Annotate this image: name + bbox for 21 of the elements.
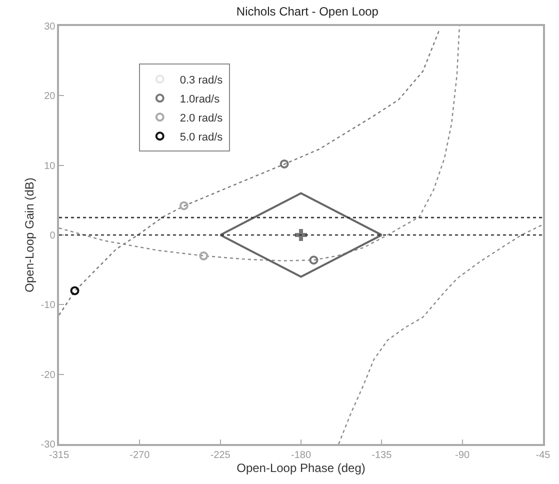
chart-title: Nichols Chart - Open Loop [236,4,379,19]
y-tick-label: -30 [40,440,56,450]
x-tick-label: -135 [372,450,392,461]
x-tick-label: -90 [455,450,470,461]
legend-label: 2.0 rad/s [180,112,224,124]
legend-label: 1.0rad/s [180,93,220,106]
x-axis-title: Open-Loop Phase (deg) [236,461,366,476]
x-tick-label: -225 [210,450,231,461]
y-tick-label: 0 [50,230,56,242]
y-tick-label: -20 [40,370,56,381]
legend-label: 0.3 rad/s [180,74,224,86]
y-tick-label: -10 [40,300,56,312]
x-tick-label: -45 [536,450,551,461]
legend-label: 5.0 rad/s [180,131,224,144]
y-tick-label: 20 [44,91,56,102]
y-axis-title: Open-Loop Gain (dB) [22,178,37,292]
x-tick-label: -315 [48,450,70,461]
x-tick-label: -180 [290,450,312,461]
y-tick-label: 30 [44,22,56,32]
x-tick-label: -270 [130,450,150,461]
y-tick-label: 10 [44,160,56,172]
